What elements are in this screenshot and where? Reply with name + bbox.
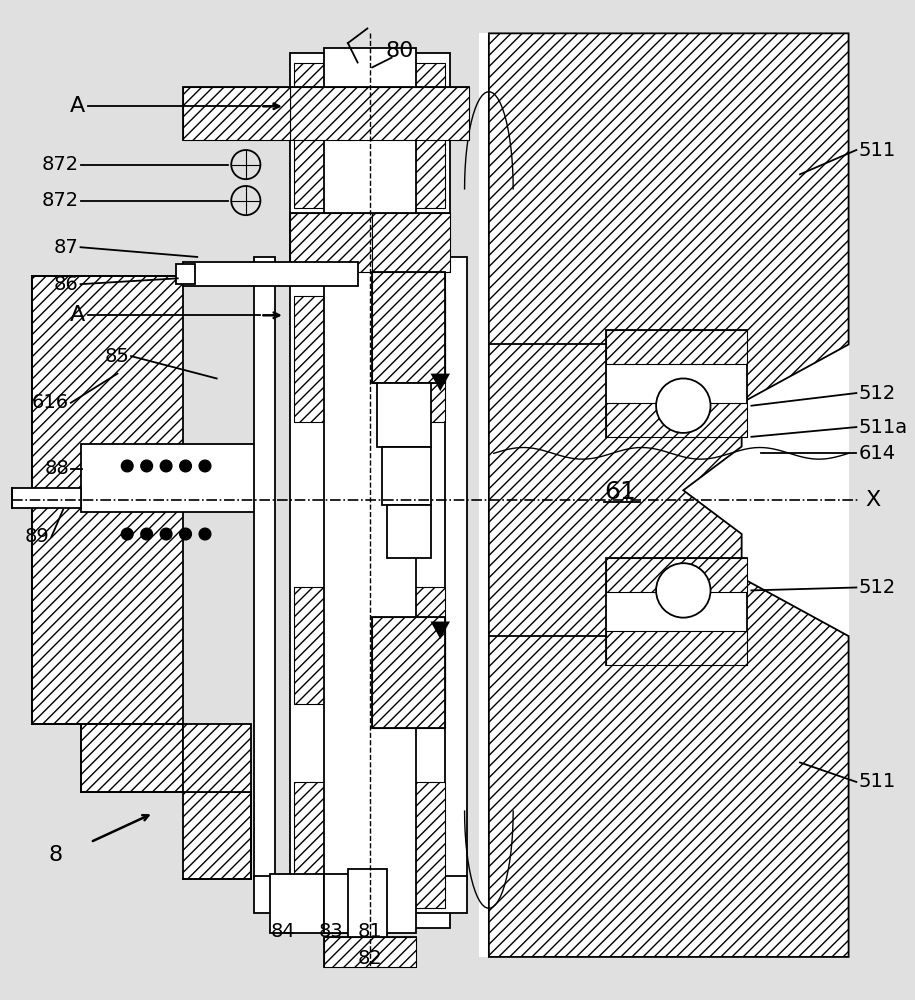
- Bar: [372, 213, 450, 272]
- Bar: [606, 330, 747, 364]
- Circle shape: [122, 528, 133, 540]
- Bar: [372, 272, 445, 383]
- Polygon shape: [479, 33, 848, 957]
- Text: 88: 88: [44, 459, 69, 478]
- Bar: [324, 937, 416, 967]
- Bar: [270, 874, 324, 933]
- Text: 84: 84: [271, 922, 296, 941]
- Bar: [606, 403, 747, 437]
- Polygon shape: [431, 374, 450, 391]
- Bar: [324, 874, 367, 933]
- Text: 86: 86: [54, 275, 79, 294]
- Bar: [348, 869, 387, 957]
- Bar: [253, 876, 468, 913]
- Bar: [295, 782, 445, 908]
- Bar: [606, 558, 747, 665]
- Bar: [372, 272, 445, 383]
- Circle shape: [199, 460, 210, 472]
- Bar: [295, 296, 445, 422]
- Text: 614: 614: [858, 444, 896, 463]
- Circle shape: [122, 460, 133, 472]
- Circle shape: [199, 528, 210, 540]
- Bar: [183, 87, 289, 140]
- Bar: [606, 330, 747, 437]
- Bar: [295, 587, 445, 704]
- Bar: [183, 87, 469, 140]
- Text: 85: 85: [104, 347, 129, 366]
- Text: 87: 87: [54, 238, 79, 257]
- Text: X: X: [865, 490, 880, 510]
- Bar: [81, 444, 270, 512]
- Bar: [289, 213, 450, 272]
- Bar: [372, 617, 445, 728]
- Text: 83: 83: [319, 922, 344, 941]
- Polygon shape: [489, 33, 848, 957]
- Circle shape: [656, 378, 711, 433]
- Bar: [289, 213, 372, 272]
- Text: 80: 80: [385, 41, 414, 61]
- Circle shape: [656, 563, 711, 618]
- Text: 511a: 511a: [858, 418, 908, 437]
- Bar: [183, 262, 358, 286]
- Bar: [13, 488, 81, 508]
- Polygon shape: [431, 622, 450, 639]
- Text: 616: 616: [32, 393, 69, 412]
- Text: 89: 89: [25, 527, 49, 546]
- Bar: [606, 558, 747, 592]
- Circle shape: [160, 460, 172, 472]
- Text: 8: 8: [48, 845, 63, 865]
- Bar: [253, 257, 275, 879]
- Text: A: A: [70, 96, 85, 116]
- Circle shape: [141, 528, 153, 540]
- Text: 511: 511: [858, 772, 896, 791]
- Text: 82: 82: [358, 949, 382, 968]
- Bar: [445, 257, 467, 879]
- Polygon shape: [81, 724, 251, 792]
- Circle shape: [141, 460, 153, 472]
- Text: 512: 512: [858, 578, 896, 597]
- Bar: [324, 48, 416, 933]
- Bar: [289, 53, 450, 928]
- Text: 61: 61: [604, 480, 636, 504]
- Circle shape: [179, 460, 191, 472]
- Bar: [387, 505, 431, 558]
- Bar: [382, 447, 431, 505]
- Text: 81: 81: [358, 922, 382, 941]
- Text: A: A: [70, 305, 85, 325]
- Text: 512: 512: [858, 384, 896, 403]
- Polygon shape: [32, 276, 251, 879]
- Text: 511: 511: [858, 141, 896, 160]
- Text: 872: 872: [41, 155, 79, 174]
- Bar: [606, 631, 747, 665]
- Circle shape: [160, 528, 172, 540]
- Bar: [324, 937, 416, 967]
- Bar: [377, 383, 431, 447]
- Bar: [176, 264, 195, 284]
- Circle shape: [179, 528, 191, 540]
- Bar: [372, 617, 445, 728]
- Bar: [295, 63, 445, 208]
- Bar: [289, 87, 469, 140]
- Text: 872: 872: [41, 191, 79, 210]
